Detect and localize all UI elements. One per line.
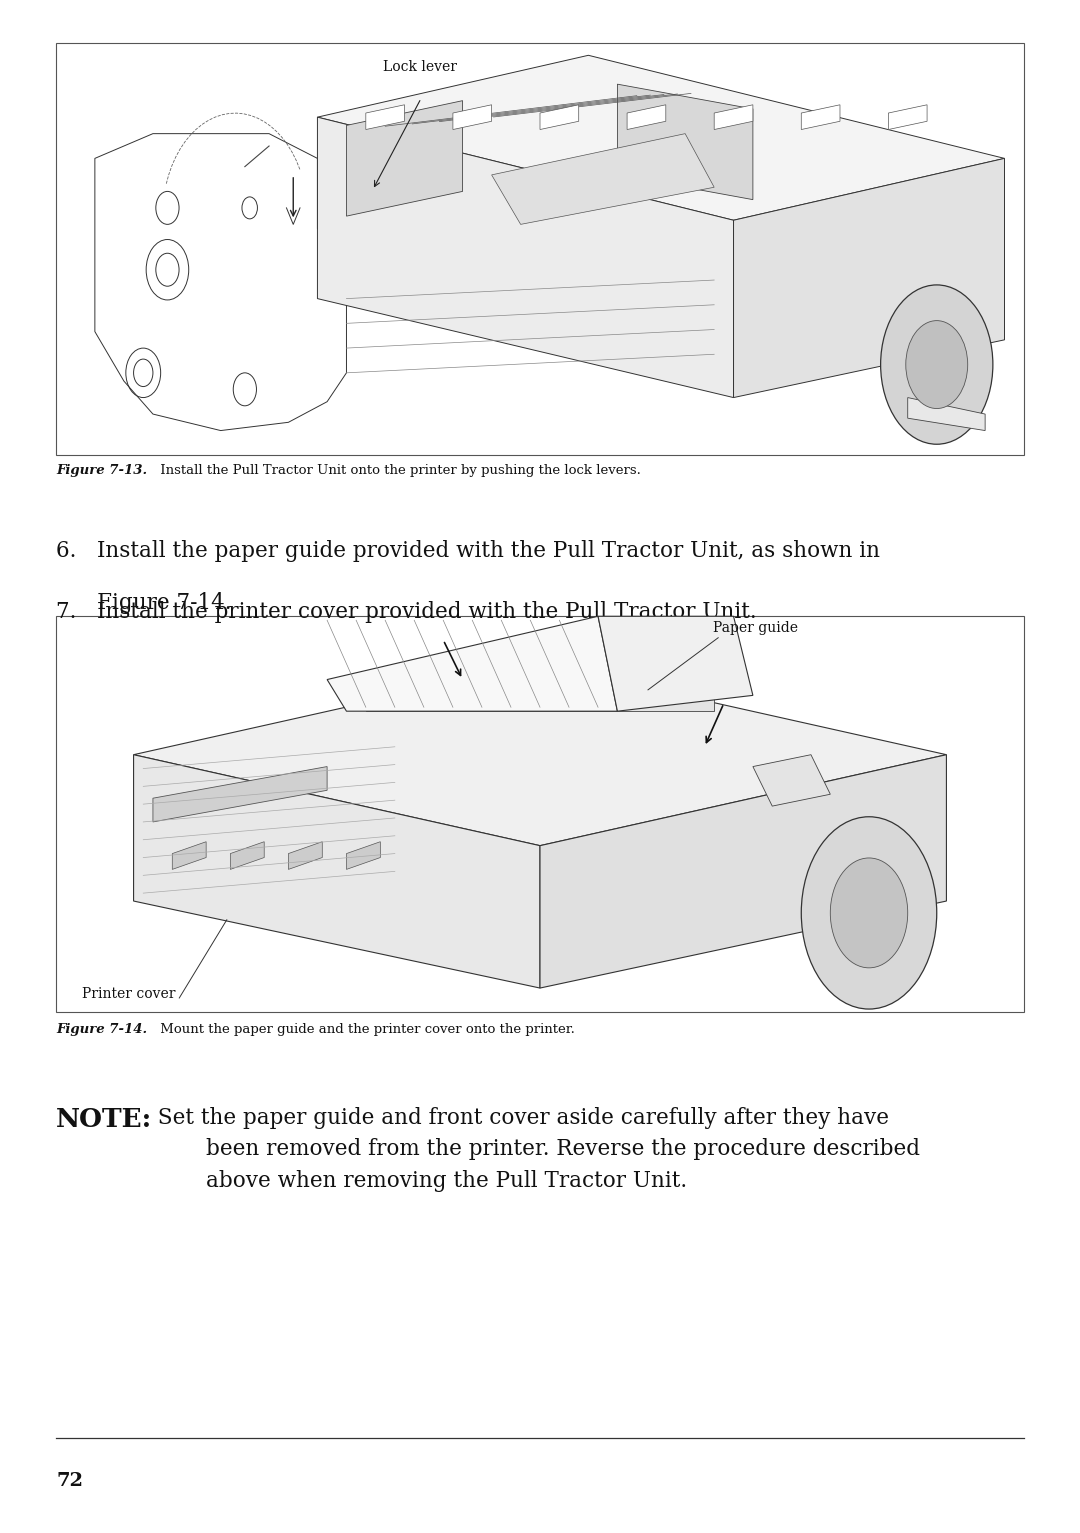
Bar: [56, 616, 1024, 1012]
Polygon shape: [540, 754, 946, 989]
Polygon shape: [95, 133, 347, 431]
Text: Lock lever: Lock lever: [383, 60, 458, 74]
Polygon shape: [134, 664, 946, 846]
Polygon shape: [801, 104, 840, 129]
Polygon shape: [753, 754, 831, 806]
Text: Set the paper guide and front cover aside carefully after they have
        been: Set the paper guide and front cover asid…: [151, 1107, 920, 1191]
Text: 6.   Install the paper guide provided with the Pull Tractor Unit, as shown in: 6. Install the paper guide provided with…: [56, 540, 880, 561]
Polygon shape: [733, 158, 1004, 397]
Polygon shape: [889, 104, 927, 129]
Text: Printer cover: Printer cover: [82, 987, 176, 1001]
Polygon shape: [714, 104, 753, 129]
Polygon shape: [230, 842, 265, 869]
Circle shape: [906, 320, 968, 408]
Polygon shape: [453, 104, 491, 129]
Polygon shape: [347, 842, 380, 869]
Circle shape: [831, 858, 907, 967]
Text: Mount the paper guide and the printer cover onto the printer.: Mount the paper guide and the printer co…: [156, 1023, 575, 1035]
Polygon shape: [318, 117, 733, 397]
Polygon shape: [540, 104, 579, 129]
Text: 7.   Install the printer cover provided with the Pull Tractor Unit.: 7. Install the printer cover provided wi…: [56, 601, 757, 622]
Polygon shape: [366, 687, 714, 711]
Text: Figure 7-14.: Figure 7-14.: [56, 592, 231, 613]
Text: Install the Pull Tractor Unit onto the printer by pushing the lock levers.: Install the Pull Tractor Unit onto the p…: [156, 464, 640, 477]
Text: Figure 7-14.: Figure 7-14.: [56, 1023, 147, 1035]
Polygon shape: [618, 84, 753, 199]
Polygon shape: [366, 104, 405, 129]
Polygon shape: [134, 754, 540, 989]
Polygon shape: [347, 101, 462, 216]
Polygon shape: [491, 133, 714, 224]
Circle shape: [801, 817, 936, 1009]
Polygon shape: [318, 55, 1004, 221]
Circle shape: [880, 285, 993, 445]
Text: 72: 72: [56, 1472, 83, 1490]
Text: Figure 7-13.: Figure 7-13.: [56, 464, 147, 477]
Polygon shape: [288, 842, 322, 869]
Polygon shape: [173, 842, 206, 869]
Polygon shape: [327, 616, 618, 711]
Polygon shape: [153, 766, 327, 822]
Bar: [56, 43, 1024, 455]
Polygon shape: [907, 397, 985, 431]
Polygon shape: [598, 616, 753, 711]
Polygon shape: [627, 104, 665, 129]
Text: Paper guide: Paper guide: [713, 621, 798, 635]
Text: NOTE:: NOTE:: [56, 1107, 152, 1131]
